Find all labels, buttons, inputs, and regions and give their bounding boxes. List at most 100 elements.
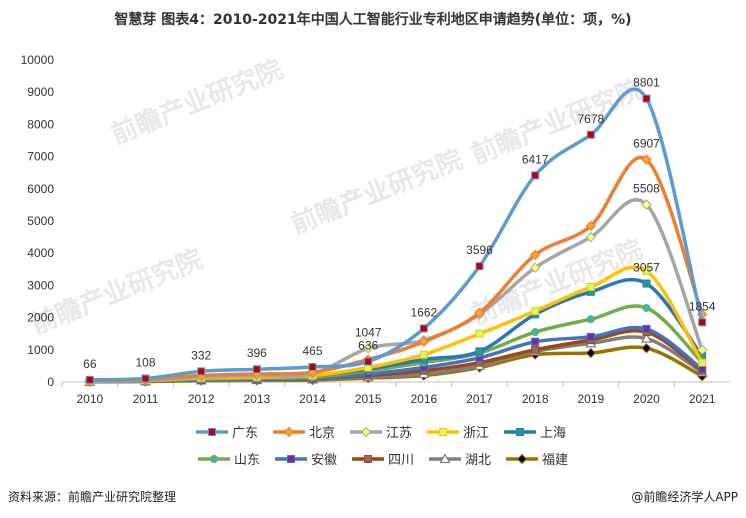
- axis-layer: 0 1000 2000 3000 4000 5000 6000 7000 8000 9000 100…: [21, 53, 730, 406]
- x-tick-label: 2013: [243, 392, 270, 406]
- legend-marker: [439, 453, 451, 464]
- data-point: [586, 130, 595, 139]
- data-point: [642, 303, 651, 312]
- x-tick-label: 2020: [633, 392, 660, 406]
- chart-title: 智慧芽 图表4：2010-2021年中国人工智能行业专利地区申请趋势(单位：项，…: [114, 12, 632, 28]
- x-tick-label: 2016: [410, 392, 437, 406]
- legend-marker: [208, 428, 216, 436]
- data-point: [586, 332, 595, 341]
- y-tick-label: 10000: [21, 53, 55, 67]
- data-label: 6907: [633, 137, 660, 151]
- legend-item: 北京: [273, 426, 335, 441]
- x-tick-label: 2014: [299, 392, 326, 406]
- data-point: [586, 283, 595, 292]
- x-tick-label: 2017: [466, 392, 493, 406]
- data-point: [475, 262, 484, 271]
- data-label: 636: [358, 339, 378, 353]
- watermark-text: 前瞻产业研究院: [287, 144, 467, 241]
- data-point: [197, 367, 206, 376]
- data-label: 1662: [410, 305, 437, 319]
- legend-label: 上海: [540, 426, 566, 441]
- data-point: [698, 358, 707, 367]
- publisher-credit: @前瞻经济学人APP: [631, 490, 738, 504]
- data-label: 396: [247, 346, 267, 360]
- data-point: [698, 318, 707, 327]
- legend-label: 北京: [309, 426, 335, 441]
- y-tick-label: 3000: [27, 278, 54, 292]
- source-note: 资料来源：前瞻产业研究院整理: [8, 490, 177, 504]
- legend-marker: [210, 455, 218, 463]
- y-tick-label: 9000: [27, 85, 54, 99]
- data-point: [141, 374, 150, 383]
- legend-item: 安徽: [275, 453, 337, 468]
- data-label-layer: 66 108 332 396 465 636 1662 3596 6417 7678 8801 185…: [83, 76, 716, 371]
- legend-label: 山东: [234, 453, 260, 468]
- legend-marker: [516, 428, 524, 436]
- data-point: [642, 266, 651, 275]
- x-tick-label: 2012: [188, 392, 215, 406]
- data-point: [529, 262, 541, 273]
- series-3: [84, 198, 708, 387]
- legend-item: 山东: [198, 453, 260, 468]
- data-point: [419, 324, 428, 333]
- legend-marker: [360, 426, 372, 438]
- data-label: 332: [191, 348, 211, 362]
- data-label: 3596: [466, 243, 493, 257]
- x-tick-label: 2011: [133, 392, 159, 406]
- legend-label: 福建: [542, 453, 568, 468]
- data-label: 3057: [633, 261, 660, 275]
- watermark-text: 前瞻产业研究院: [107, 54, 287, 151]
- data-point: [85, 375, 94, 384]
- data-point: [364, 357, 373, 366]
- data-point: [640, 332, 653, 343]
- legend-label: 浙江: [463, 426, 489, 441]
- data-point: [696, 344, 708, 356]
- data-point: [642, 324, 651, 333]
- data-point: [642, 94, 651, 103]
- data-point: [362, 343, 374, 354]
- data-label: 108: [135, 356, 155, 370]
- y-tick-label: 2000: [27, 311, 54, 325]
- legend-item: 江苏: [350, 425, 412, 441]
- y-tick-label: 5000: [27, 214, 54, 228]
- legend-marker: [287, 455, 295, 463]
- legend-item: 上海: [504, 426, 566, 441]
- legend-label: 江苏: [386, 425, 412, 441]
- data-label: 8801: [633, 76, 660, 90]
- data-point: [308, 363, 317, 372]
- data-point: [585, 347, 597, 359]
- legend-item: 福建: [506, 453, 568, 468]
- data-point: [642, 279, 651, 288]
- series-layer: [84, 87, 708, 388]
- data-point: [418, 336, 430, 347]
- data-point: [585, 220, 597, 232]
- y-tick-label: 6000: [27, 182, 54, 196]
- data-point: [585, 231, 597, 243]
- legend-item: 广东: [196, 426, 258, 441]
- data-point: [529, 249, 541, 261]
- data-point: [531, 328, 540, 337]
- legend-label: 湖北: [465, 453, 491, 468]
- data-label: 1047: [355, 325, 382, 339]
- x-tick-label: 2015: [355, 392, 382, 406]
- series-line: [88, 277, 704, 384]
- data-point: [641, 154, 652, 165]
- data-point: [475, 329, 484, 338]
- data-label: 465: [302, 344, 322, 358]
- legend-item: 四川: [352, 453, 414, 468]
- legend-marker: [364, 455, 372, 463]
- legend-label: 广东: [232, 426, 258, 441]
- y-tick-label: 7000: [27, 150, 54, 164]
- data-label: 1854: [689, 299, 716, 313]
- x-tick-label: 2021: [689, 392, 716, 406]
- x-tick-label: 2018: [522, 392, 549, 406]
- legend-item: 浙江: [427, 426, 489, 441]
- legend-label: 安徽: [311, 453, 337, 468]
- data-point: [531, 337, 540, 346]
- series-1: [85, 87, 707, 384]
- legend-label: 四川: [388, 453, 414, 468]
- legend-marker: [439, 428, 447, 436]
